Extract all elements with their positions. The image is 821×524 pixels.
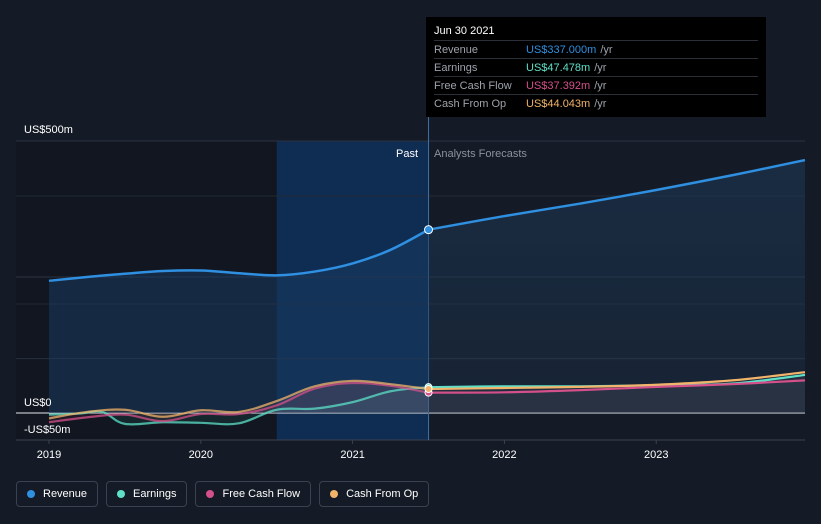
x-tick-label: 2020: [189, 449, 213, 461]
free-cash-flow-area: [49, 382, 429, 423]
legend-dot-icon: [206, 490, 215, 498]
tooltip-name: Cash From Op: [434, 97, 507, 110]
tooltip-value: US$47.478m: [526, 61, 591, 74]
legend-label: Cash From Op: [346, 488, 419, 500]
tooltip-unit: /yr: [594, 97, 607, 110]
tooltip-unit: /yr: [594, 61, 607, 74]
legend-label: Earnings: [133, 488, 177, 500]
revenue-marker: [424, 225, 434, 235]
free-cash-flow-line: [48, 381, 429, 424]
revenue-past-area: [49, 229, 429, 413]
legend-cash-from-op-toggle[interactable]: Cash From Op: [319, 481, 430, 507]
legend-dot-icon: [27, 490, 35, 498]
legend-label: Free Cash Flow: [222, 488, 301, 500]
legend-label: Revenue: [43, 488, 88, 500]
tooltip-row-revenue: Revenue US$337.000m /yr: [434, 40, 758, 58]
x-tick-label: 2022: [492, 449, 516, 461]
cash-from-op-area: [49, 380, 429, 419]
tooltip-name: Revenue: [434, 43, 479, 56]
legend-revenue-toggle[interactable]: Revenue: [16, 481, 99, 507]
legend-free-cash-flow-toggle[interactable]: Free Cash Flow: [195, 481, 312, 507]
earnings-forecast-area: [428, 374, 805, 413]
tooltip-value: US$37.392m: [526, 79, 591, 92]
financials-chart: US$500m US$0 -US$50m Past Analysts Forec…: [16, 117, 806, 461]
y-label-zero: US$0: [24, 397, 52, 409]
tooltip-unit: /yr: [600, 43, 613, 56]
tooltip-name: Earnings: [434, 61, 478, 74]
legend-dot-icon: [117, 490, 126, 498]
forecast-label: Analysts Forecasts: [434, 148, 527, 160]
x-tick-label: 2023: [644, 449, 668, 461]
tooltip-row-cash-from-op: Cash From Op US$44.043m /yr: [434, 94, 758, 112]
free-cash-flow-forecast-line: [428, 379, 806, 394]
revenue-forecast-line: [428, 158, 806, 231]
y-label-bottom: -US$50m: [24, 424, 70, 436]
tooltip-name: Free Cash Flow: [434, 79, 512, 92]
tooltip-unit: /yr: [594, 79, 607, 92]
tooltip-row-earnings: Earnings US$47.478m /yr: [434, 58, 758, 76]
past-label: Past: [396, 148, 418, 160]
tooltip-date: Jun 30 2021: [434, 25, 495, 37]
tooltip-row-free-cash-flow: Free Cash Flow US$37.392m /yr: [434, 76, 758, 94]
free-cash-flow-forecast-area: [428, 380, 805, 413]
cash-from-op-line: [48, 379, 429, 420]
earnings-area: [49, 387, 429, 425]
revenue-forecast-area: [428, 160, 805, 413]
tooltip-value: US$44.043m: [526, 97, 591, 110]
revenue-line: [48, 228, 430, 283]
cash-from-op-marker: [424, 385, 433, 394]
cash-from-op-forecast-line: [428, 371, 806, 391]
chart-legend: Revenue Earnings Free Cash Flow Cash Fro…: [16, 481, 430, 507]
x-tick-label: 2019: [37, 449, 61, 461]
hover-tooltip: Jun 30 2021 Revenue US$337.000m /yr Earn…: [426, 17, 766, 117]
y-label-top: US$500m: [24, 124, 73, 136]
legend-earnings-toggle[interactable]: Earnings: [106, 481, 188, 507]
x-tick-label: 2021: [340, 449, 364, 461]
legend-dot-icon: [330, 490, 339, 498]
tooltip-value: US$337.000m: [526, 43, 597, 56]
